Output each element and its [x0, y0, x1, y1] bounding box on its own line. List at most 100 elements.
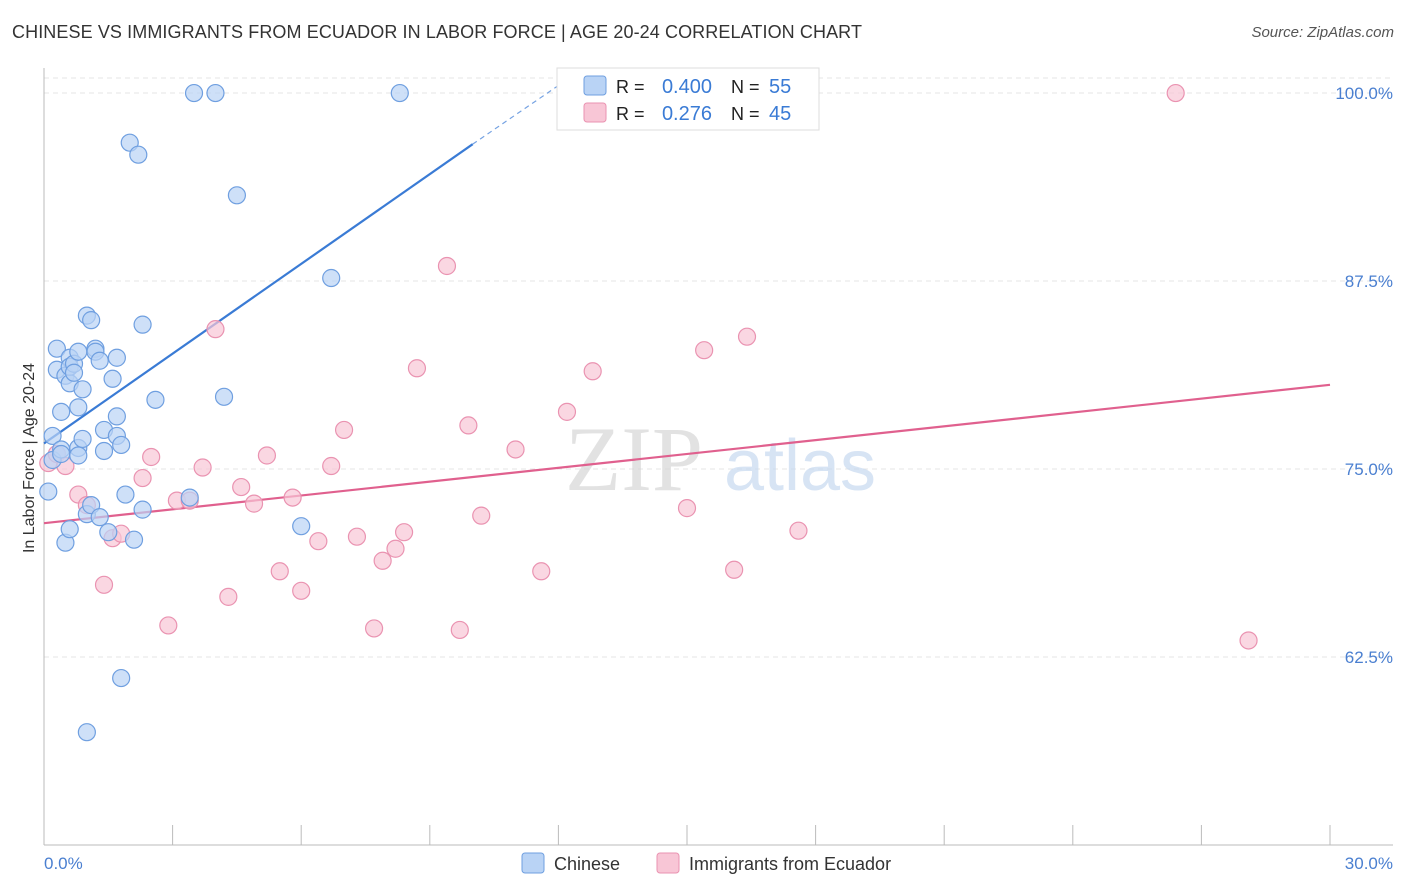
point-ecuador: [142, 447, 161, 467]
legend-r-value-1: 0.400: [662, 76, 712, 98]
point-ecuador: [270, 562, 289, 581]
point-chinese: [292, 517, 311, 536]
point-ecuador: [133, 468, 152, 488]
legend-r-label-1: R =: [616, 77, 645, 97]
point-ecuador: [232, 477, 251, 497]
point-ecuador: [789, 521, 808, 540]
point-chinese: [133, 315, 152, 334]
trend-line-chinese: [43, 143, 474, 445]
point-chinese: [90, 351, 109, 370]
point-chinese: [69, 398, 88, 417]
legend-n-value-1: 55: [769, 76, 791, 98]
point-chinese: [116, 485, 135, 504]
point-ecuador: [450, 620, 469, 640]
point-chinese: [52, 444, 71, 464]
point-chinese: [99, 523, 118, 542]
point-chinese: [60, 520, 79, 539]
point-chinese: [112, 435, 131, 455]
point-chinese: [47, 339, 66, 358]
point-ecuador: [283, 488, 302, 507]
point-ecuador: [472, 506, 491, 525]
point-chinese: [94, 441, 114, 461]
point-ecuador: [347, 527, 367, 546]
legend-r-label-2: R =: [616, 104, 645, 124]
series-legend-swatch-ecuador: [656, 852, 680, 874]
point-chinese: [52, 402, 71, 421]
point-ecuador: [159, 616, 178, 635]
point-ecuador: [94, 575, 114, 594]
stats-legend: R = 0.400 N = 55 R = 0.276 N = 45: [556, 67, 820, 131]
point-chinese: [77, 723, 96, 742]
point-ecuador: [386, 539, 405, 558]
point-chinese: [43, 426, 62, 446]
point-chinese: [184, 83, 204, 103]
grid-lines: [44, 77, 1393, 658]
y-tick-label: 87.5%: [1345, 272, 1393, 291]
point-ecuador: [1166, 83, 1185, 103]
source-credit: Source: ZipAtlas.com: [1251, 24, 1394, 41]
point-ecuador: [695, 341, 714, 360]
trend-line-chinese-extension: [472, 85, 559, 145]
point-chinese: [390, 83, 409, 103]
watermark: ZIP atlas: [565, 408, 876, 510]
axes: [43, 68, 1393, 846]
point-chinese: [69, 342, 88, 361]
point-chinese: [73, 429, 92, 449]
point-ecuador: [725, 560, 744, 579]
point-ecuador: [677, 499, 697, 518]
point-chinese: [180, 488, 199, 507]
point-ecuador: [373, 551, 392, 570]
legend-n-value-2: 45: [769, 103, 791, 125]
y-axis-label: In Labor Force | Age 20-24: [21, 363, 38, 553]
x-tick-label-max: 30.0%: [1345, 854, 1393, 873]
point-ecuador: [334, 420, 354, 440]
series-legend-swatch-chinese: [521, 852, 545, 874]
watermark-atlas: atlas: [724, 426, 876, 506]
point-chinese: [133, 500, 152, 519]
y-tick-label: 62.5%: [1345, 648, 1393, 667]
point-ecuador: [219, 587, 238, 606]
point-ecuador: [244, 494, 264, 513]
point-ecuador: [364, 619, 384, 638]
point-ecuador: [506, 440, 525, 459]
point-chinese: [227, 186, 246, 205]
point-chinese: [206, 83, 225, 103]
point-ecuador: [437, 256, 457, 276]
y-tick-label: 75.0%: [1345, 460, 1393, 479]
point-chinese: [73, 380, 92, 399]
point-chinese: [39, 482, 58, 501]
point-ecuador: [532, 562, 551, 581]
point-ecuador: [193, 458, 212, 477]
point-ecuador: [459, 416, 478, 435]
point-chinese: [129, 145, 148, 164]
point-chinese: [214, 387, 234, 406]
point-ecuador: [394, 523, 414, 542]
point-chinese: [90, 508, 109, 527]
legend-swatch-ecuador: [583, 102, 607, 123]
legend-n-label-1: N =: [731, 77, 760, 97]
point-chinese: [103, 369, 122, 388]
point-chinese: [82, 311, 101, 330]
point-ecuador: [737, 327, 757, 346]
point-ecuador: [322, 456, 341, 476]
point-ecuador: [257, 446, 277, 465]
point-ecuador: [1239, 631, 1258, 650]
point-ecuador: [407, 359, 427, 378]
legend-swatch-chinese: [583, 75, 607, 96]
x-tick-label-min: 0.0%: [44, 854, 83, 873]
point-chinese: [107, 348, 126, 367]
chart-title: CHINESE VS IMMIGRANTS FROM ECUADOR IN LA…: [12, 22, 863, 42]
point-chinese: [107, 407, 126, 426]
series-legend-label-ecuador: Immigrants from Ecuador: [689, 854, 891, 874]
point-chinese: [112, 668, 131, 688]
series-legend-label-chinese: Chinese: [554, 854, 620, 874]
point-ecuador: [309, 532, 328, 551]
point-ecuador: [583, 362, 602, 381]
point-ecuador: [206, 320, 225, 339]
data-points: [39, 83, 1258, 742]
point-chinese: [322, 268, 341, 288]
point-ecuador: [292, 581, 311, 600]
series-legend: Chinese Immigrants from Ecuador: [521, 852, 891, 874]
y-tick-labels: 62.5% 75.0% 87.5% 100.0%: [1335, 84, 1393, 667]
legend-r-value-2: 0.276: [662, 103, 712, 125]
